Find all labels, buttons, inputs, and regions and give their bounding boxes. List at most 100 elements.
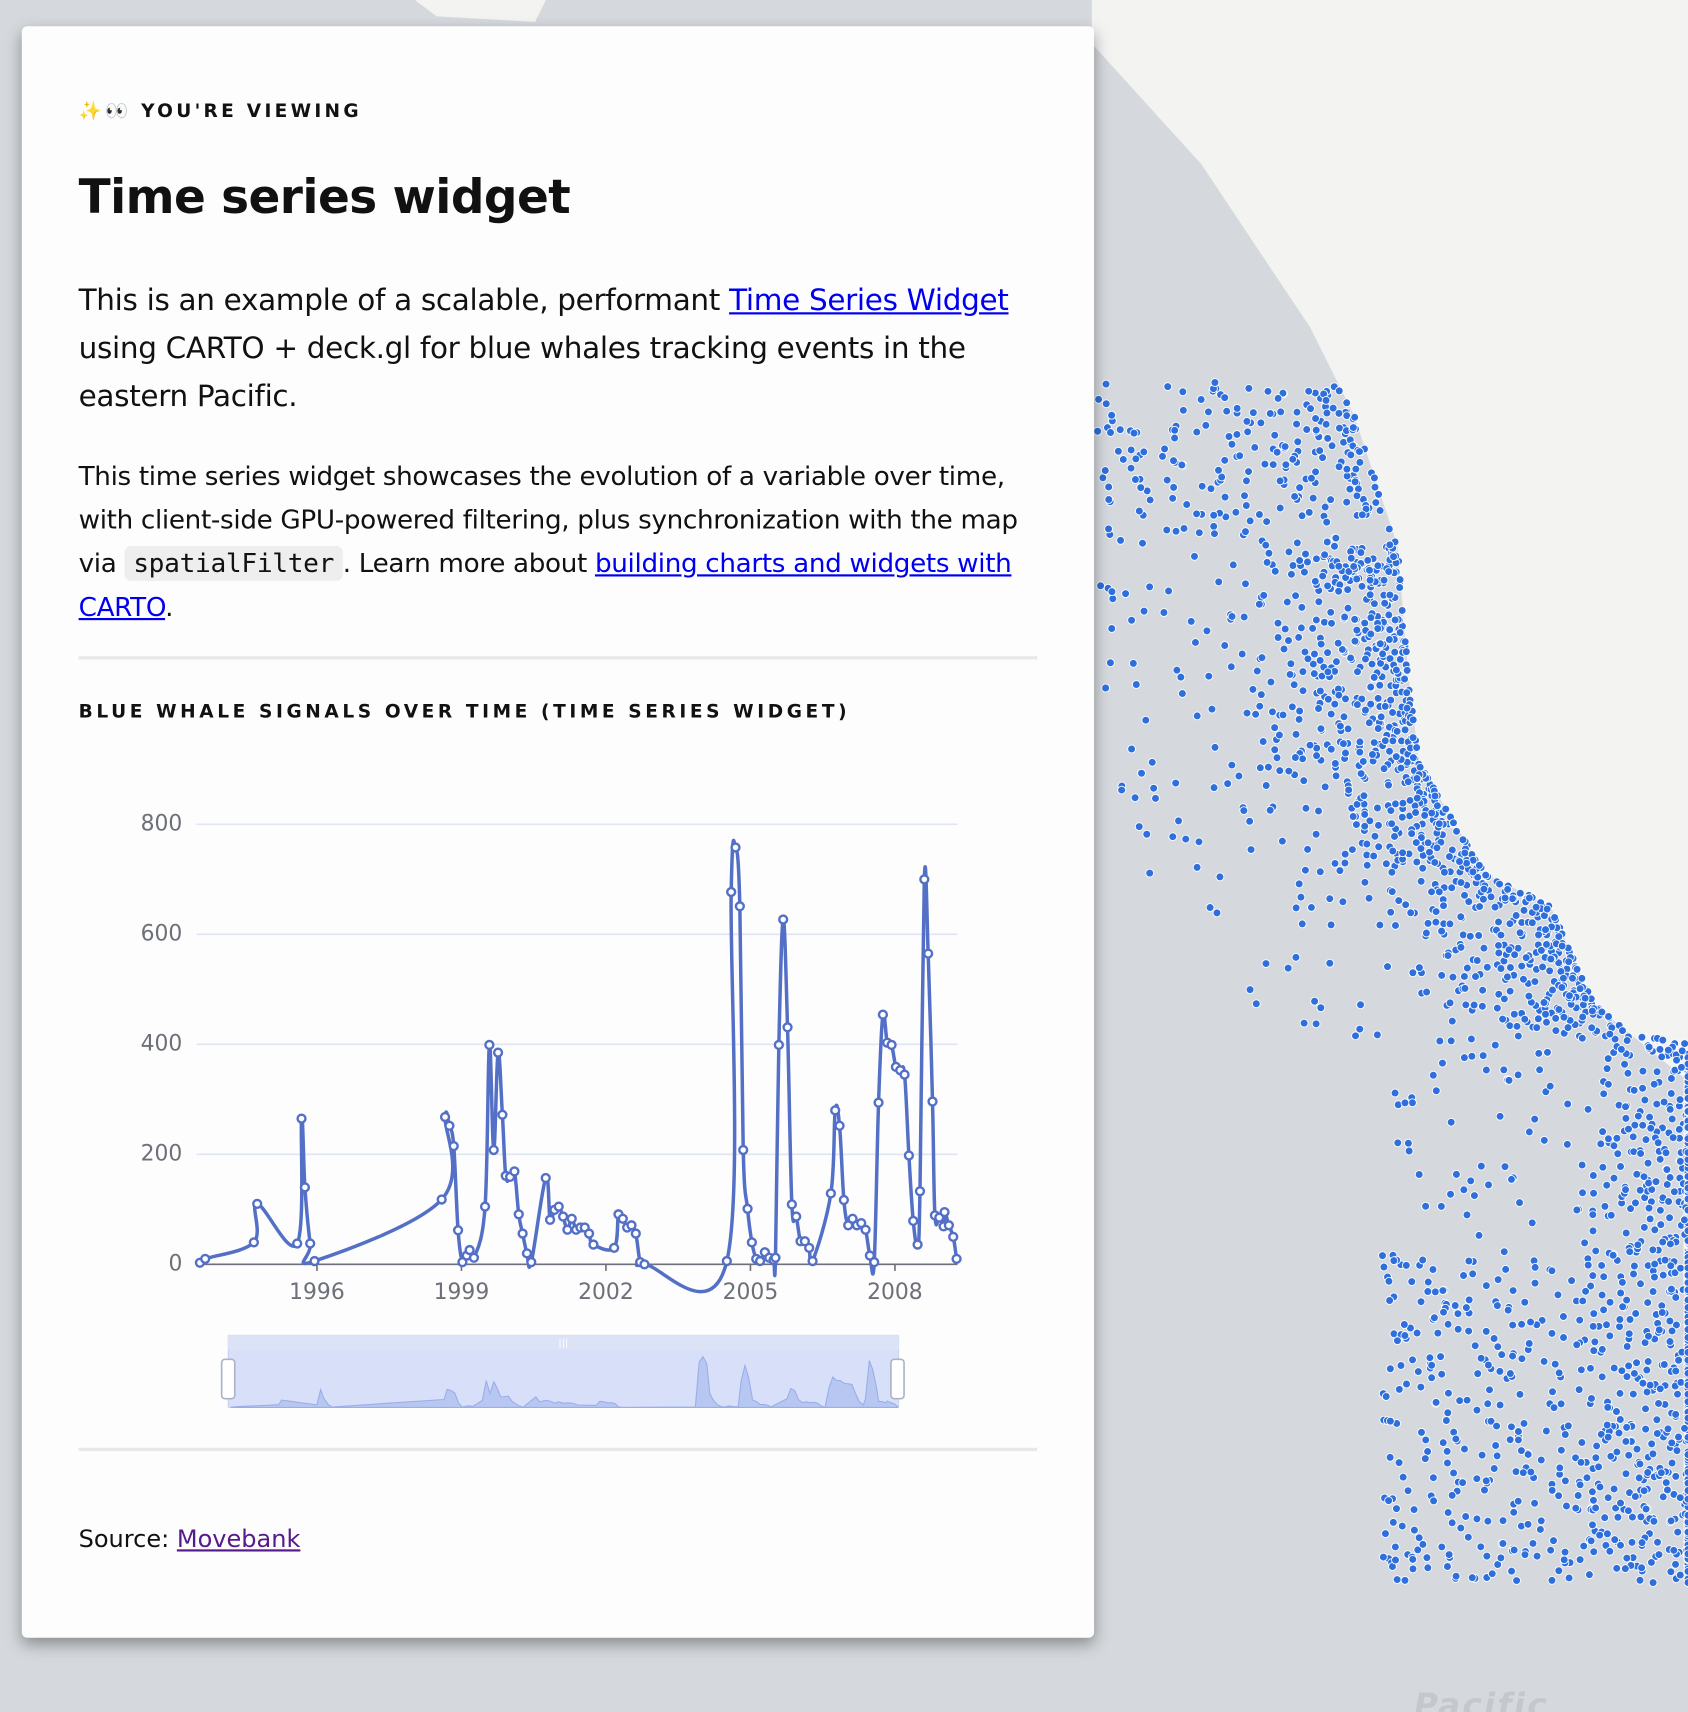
whale-point	[1356, 1000, 1365, 1010]
whale-point	[1508, 1351, 1517, 1361]
whale-point	[1412, 774, 1422, 783]
whale-point	[1539, 1135, 1549, 1145]
whale-point	[1392, 1504, 1401, 1513]
whale-point	[1575, 1480, 1585, 1490]
whale-point	[1202, 626, 1212, 636]
whale-point	[1168, 493, 1178, 503]
whale-point	[1131, 475, 1140, 484]
whale-point	[1438, 1286, 1448, 1295]
whale-point	[1361, 705, 1370, 715]
link[interactable]: Movebank	[176, 1526, 301, 1554]
whale-point	[1290, 492, 1299, 501]
whale-point	[1683, 1134, 1688, 1144]
whale-point	[1526, 1317, 1535, 1327]
point	[513, 1209, 524, 1220]
whale-point	[1648, 1449, 1658, 1459]
whale-point	[1320, 617, 1329, 627]
whale-point	[1578, 1296, 1588, 1306]
whale-point	[1315, 656, 1325, 665]
point	[825, 1188, 837, 1199]
whale-point	[1331, 771, 1341, 781]
whale-point	[1433, 1328, 1443, 1338]
whale-point	[1452, 1170, 1461, 1179]
whale-point	[1299, 1018, 1309, 1028]
whale-point	[1455, 1396, 1465, 1405]
whale-point	[1351, 1031, 1360, 1041]
whale-point	[1628, 1512, 1637, 1522]
whale-point	[1186, 617, 1196, 626]
whale-point	[1310, 649, 1319, 659]
whale-point	[1350, 615, 1360, 624]
whale-point	[1579, 1541, 1589, 1551]
whale-point	[1323, 434, 1333, 443]
whale-point	[1392, 1575, 1402, 1584]
whale-point	[1556, 1399, 1566, 1409]
point	[778, 914, 789, 925]
whale-point	[1391, 1555, 1400, 1565]
whale-point	[1361, 654, 1370, 664]
whale-point	[1530, 1278, 1540, 1288]
whale-point	[1410, 1525, 1419, 1535]
whale-point	[1568, 973, 1577, 983]
whale-point	[1539, 1357, 1549, 1366]
whale-point	[1311, 425, 1321, 435]
whale-point	[1588, 1520, 1597, 1530]
whale-point	[1680, 1423, 1688, 1433]
whale-point	[1514, 1435, 1523, 1445]
whale-point	[1297, 623, 1306, 633]
whale-point	[1273, 633, 1283, 642]
whale-point	[1671, 1560, 1680, 1569]
whale-point	[1609, 1484, 1619, 1494]
point	[939, 1206, 950, 1218]
whale-point	[1567, 1276, 1576, 1285]
whale-point	[1547, 1575, 1557, 1585]
whale-point	[1255, 701, 1265, 711]
whale-point	[1610, 1535, 1620, 1544]
whale-point	[1648, 1245, 1658, 1255]
whale-point	[1340, 849, 1350, 859]
whale-point	[1513, 1070, 1523, 1080]
whale-point	[1519, 1419, 1529, 1428]
point	[721, 1255, 732, 1267]
whale-point	[1131, 680, 1141, 689]
whale-point	[1559, 1333, 1568, 1342]
point	[544, 1214, 556, 1225]
whale-point	[1396, 1361, 1406, 1370]
zoom-handle[interactable]	[890, 1358, 905, 1400]
whale-point	[1397, 1521, 1407, 1531]
whale-point	[1288, 454, 1298, 464]
link[interactable]: Time Series Widget	[729, 283, 1009, 318]
whale-point	[1680, 1215, 1688, 1225]
land	[1091, 0, 1688, 1081]
whale-point	[1342, 464, 1352, 474]
link[interactable]: building charts and widgets with CARTO	[78, 548, 1012, 623]
whale-point	[1327, 618, 1336, 628]
whale-point	[1278, 836, 1287, 846]
whale-point	[1648, 1287, 1658, 1296]
whale-point	[1683, 1527, 1688, 1537]
whale-point	[1380, 736, 1390, 746]
chart: BLUE WHALE SIGNALS OVER TIME (TIME SERIE…	[79, 701, 962, 1408]
whale-point	[1250, 443, 1260, 452]
whale-point	[1667, 1458, 1677, 1468]
whale-point	[1672, 1320, 1681, 1330]
point	[562, 1224, 573, 1235]
whale-point	[1373, 803, 1382, 813]
whale-point	[1414, 1533, 1424, 1543]
whale-point	[1492, 1301, 1502, 1311]
zoom-bar	[228, 1335, 899, 1350]
whale-point	[1613, 1512, 1623, 1522]
whale-point	[1461, 1000, 1471, 1010]
whale-point	[1297, 603, 1307, 612]
whale-point	[1416, 876, 1426, 886]
whale-point	[1672, 1055, 1681, 1065]
whale-point	[1342, 497, 1352, 507]
whale-point	[1492, 1421, 1501, 1431]
zoom-handle[interactable]	[220, 1358, 236, 1400]
whale-point	[1265, 409, 1275, 418]
whale-point	[1191, 638, 1200, 647]
whale-point	[1409, 753, 1418, 763]
whale-point	[1546, 954, 1556, 964]
whale-point	[1257, 653, 1267, 662]
